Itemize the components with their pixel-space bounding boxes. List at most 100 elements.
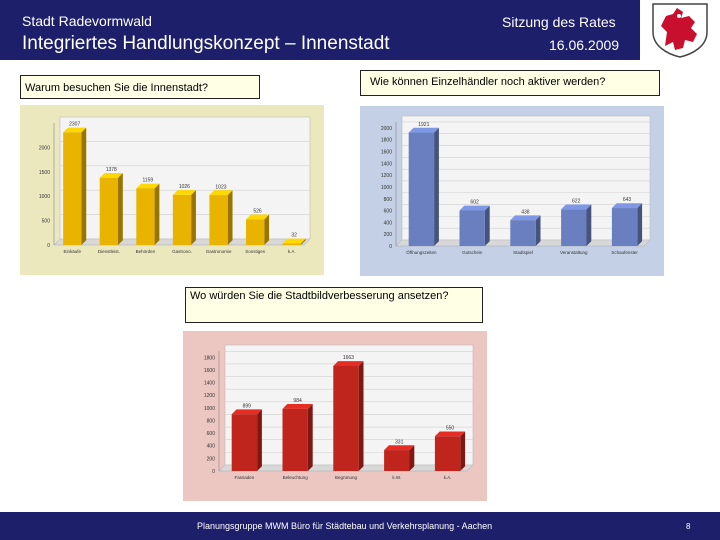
chart-bar-top xyxy=(384,445,415,451)
crest-area xyxy=(640,0,720,60)
chart-ytick-label: 200 xyxy=(207,456,216,462)
footer-bar: Planungsgruppe MWM Büro für Städtebau un… xyxy=(0,512,720,540)
chart-data-label: 331 xyxy=(395,439,404,445)
chart-ytick-label: 800 xyxy=(207,418,216,424)
chart-bar xyxy=(459,210,485,246)
question-box-townscape: Wo würden Sie die Stadtbildverbesserung … xyxy=(185,287,483,323)
chart-retailer-activity-svg: 0 200 400 600 800 1000 1200 1400 1600 1800 2000 192… xyxy=(381,115,651,255)
chart-bar-top xyxy=(611,203,643,209)
chart-data-label: 602 xyxy=(470,200,479,206)
chart-ytick-label: 1200 xyxy=(381,173,392,179)
chart-data-label: 1378 xyxy=(106,167,117,173)
chart-ytick-label: 600 xyxy=(384,209,393,215)
chart-bar-side xyxy=(191,190,196,245)
chart-bar-top xyxy=(282,404,313,409)
chart-bar-side xyxy=(81,127,87,245)
chart-bar-top xyxy=(408,127,439,133)
chart-data-label: 1663 xyxy=(343,355,354,361)
chart-retailer-activity: 0 200 400 600 800 1000 1200 1400 1600 1800 2000 192… xyxy=(360,106,664,276)
chart-data-label: 984 xyxy=(293,398,302,404)
chart-bar-side xyxy=(154,183,160,245)
chart-bar-top xyxy=(246,214,270,220)
chart-category-label: Fassaden xyxy=(235,475,255,480)
chart-category-label: Sonstiges xyxy=(245,249,266,254)
chart-category-label: k.A. xyxy=(444,475,452,480)
chart-data-label: 438 xyxy=(521,209,530,215)
meeting-date: 16.06.2009 xyxy=(549,37,620,53)
chart-ytick-label: 800 xyxy=(384,197,393,203)
chart-bar-top xyxy=(209,190,233,196)
chart-bar-side xyxy=(118,172,123,245)
chart-ytick-label: 1000 xyxy=(39,194,50,200)
chart-bar-top xyxy=(282,238,306,244)
chart-ytick-label: 0 xyxy=(212,469,215,475)
page-number: 8 xyxy=(686,522,691,531)
chart-bar xyxy=(434,436,461,471)
chart-bar-side xyxy=(300,238,306,245)
chart-data-label: 1023 xyxy=(215,184,226,190)
chart-data-label: 1026 xyxy=(179,184,190,190)
chart-ytick-label: 1400 xyxy=(381,161,392,167)
chart-bar xyxy=(510,220,536,246)
chart-category-label: k.A. xyxy=(288,249,296,254)
chart-bar xyxy=(611,208,638,246)
question-box-retailer-activity: Wie können Einzelhändler noch aktiver we… xyxy=(360,70,660,96)
city-crest-icon xyxy=(652,3,708,58)
chart-bar-side xyxy=(227,190,233,245)
chart-category-label: k.W. xyxy=(392,475,401,480)
chart-data-label: 622 xyxy=(572,198,581,204)
chart-townscape-svg: 0 200 400 600 800 1000 1200 1400 1600 1800 899 Fass… xyxy=(204,344,474,480)
chart-bar-top xyxy=(99,172,123,178)
chart-bar-top xyxy=(136,183,160,189)
chart-category-label: Gastrono. xyxy=(172,249,192,254)
chart-category-label: Öffnungszeiten xyxy=(406,249,437,255)
chart-bar-side xyxy=(460,431,466,471)
chart-bar-side xyxy=(307,404,313,471)
chart-visit-reasons-svg: 0 500 1000 1500 2000 2307 Einkäufe 1378 Dienstle… xyxy=(39,116,311,254)
chart-bar-side xyxy=(264,214,270,245)
chart-ytick-label: 1400 xyxy=(204,381,215,387)
chart-bar-side xyxy=(409,445,415,471)
chart-data-label: 550 xyxy=(446,425,455,431)
chart-ytick-label: 1500 xyxy=(39,170,50,176)
chart-ytick-label: 1000 xyxy=(381,185,392,191)
chart-ytick-label: 200 xyxy=(384,232,393,238)
chart-bar-top xyxy=(333,361,364,366)
chart-bar-side xyxy=(484,205,490,246)
chart-bar-top xyxy=(561,204,592,210)
chart-bar-side xyxy=(257,409,262,471)
chart-bar xyxy=(246,219,265,245)
chart-bar-top xyxy=(434,431,466,437)
chart-bar xyxy=(282,408,308,471)
chart-ytick-label: 1600 xyxy=(381,150,392,156)
chart-bar-top xyxy=(172,190,196,195)
chart-data-label: 899 xyxy=(243,403,252,409)
chart-data-label: 643 xyxy=(623,197,632,203)
chart-townscape: 0 200 400 600 800 1000 1200 1400 1600 1800 899 Fass… xyxy=(183,331,487,501)
chart-category-label: Beleuchtung xyxy=(283,475,309,480)
chart-category-label: Schaufenster xyxy=(611,250,638,255)
chart-category-label: Begrünung xyxy=(335,475,358,480)
chart-category-label: Einkäufe xyxy=(64,249,82,254)
chart-bar xyxy=(172,194,192,245)
chart-ytick-label: 1000 xyxy=(204,406,215,412)
chart-ytick-label: 500 xyxy=(42,219,51,225)
chart-bar xyxy=(231,414,258,471)
chart-bar xyxy=(561,209,587,246)
chart-bar xyxy=(408,132,435,246)
chart-ytick-label: 0 xyxy=(47,243,50,249)
chart-bar-top xyxy=(510,215,541,221)
chart-bar-side xyxy=(358,361,364,471)
chart-bar-top xyxy=(231,409,262,415)
chart-bar xyxy=(63,132,82,245)
chart-ytick-label: 400 xyxy=(384,220,393,226)
slide-title: Integriertes Handlungskonzept – Innensta… xyxy=(22,33,390,54)
chart-category-label: Gutschein xyxy=(462,250,483,255)
header-bar: Stadt Radevormwald Integriertes Handlung… xyxy=(0,0,640,60)
chart-bar xyxy=(136,188,155,245)
question-box-visit-reasons: Warum besuchen Sie die Innenstadt? xyxy=(20,75,260,99)
chart-bar-top xyxy=(63,127,87,133)
chart-ytick-label: 1800 xyxy=(204,355,215,361)
chart-ytick-label: 1800 xyxy=(381,138,392,144)
chart-bar-side xyxy=(586,204,592,246)
